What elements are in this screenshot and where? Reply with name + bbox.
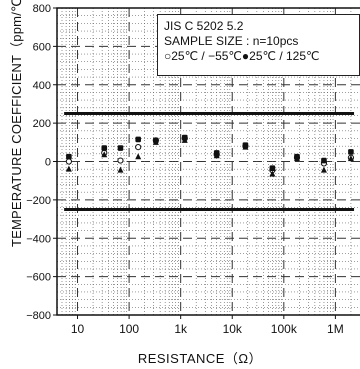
- y-axis-label: TEMPERATURE COEFFICIENT（ppm/℃）: [9, 0, 24, 248]
- point-filled-triangle: [213, 152, 220, 159]
- y-tick-label: 400: [33, 80, 51, 92]
- y-tick-label: −200: [26, 195, 51, 207]
- point-filled-circle: [117, 145, 124, 151]
- point-filled-triangle: [65, 165, 72, 172]
- point-filled-circle: [101, 145, 108, 151]
- y-tick-label: −600: [26, 272, 51, 284]
- point-filled-triangle: [152, 138, 159, 145]
- legend-series-2-label: 25℃ / 125℃: [249, 49, 320, 63]
- point-filled-triangle: [242, 143, 249, 150]
- point-filled-triangle: [347, 155, 354, 162]
- y-tick-label: −800: [26, 310, 51, 322]
- chart-legend: JIS C 5202 5.2 SAMPLE SIZE : n=10pcs ○25…: [157, 14, 360, 76]
- point-filled-triangle: [101, 151, 108, 158]
- x-tick-label: 10: [71, 322, 85, 336]
- legend-series-1-label: 25℃ / −55℃: [171, 49, 242, 63]
- y-tick-label: 800: [33, 3, 51, 15]
- x-tick-label: 100k: [271, 322, 298, 336]
- point-filled-triangle: [293, 155, 300, 162]
- y-tick-label: 200: [33, 118, 51, 130]
- point-open-circle: [135, 144, 142, 151]
- point-filled-circle: [66, 153, 72, 160]
- x-tick-label: 10k: [223, 322, 243, 336]
- legend-series-row: ○25℃ / −55℃●25℃ / 125℃: [164, 49, 359, 64]
- point-filled-circle: [135, 136, 141, 143]
- filled-circle-icon: ●: [241, 49, 250, 63]
- point-filled-triangle: [117, 166, 124, 173]
- point-open-circle: [65, 158, 72, 165]
- x-tick-label: 100: [119, 322, 139, 336]
- point-filled-circle: [348, 149, 354, 155]
- x-tick-label: 1M: [327, 322, 344, 336]
- y-tick-label: 0: [45, 157, 51, 169]
- open-circle-icon: ○: [164, 49, 172, 63]
- point-filled-circle: [321, 157, 327, 164]
- point-filled-triangle: [135, 153, 142, 160]
- point-filled-triangle: [181, 136, 188, 143]
- y-tick-label: −400: [26, 233, 51, 245]
- x-tick-label: 1k: [174, 322, 188, 336]
- legend-line-standard: JIS C 5202 5.2: [164, 19, 244, 33]
- x-axis-label: RESISTANCE（Ω）: [137, 351, 263, 366]
- point-filled-circle: [269, 165, 276, 172]
- point-open-circle: [117, 157, 124, 164]
- point-filled-triangle: [320, 166, 327, 173]
- legend-line-sample-size: SAMPLE SIZE : n=10pcs: [164, 34, 299, 48]
- y-tick-label: 600: [33, 41, 51, 53]
- point-filled-triangle: [269, 170, 276, 177]
